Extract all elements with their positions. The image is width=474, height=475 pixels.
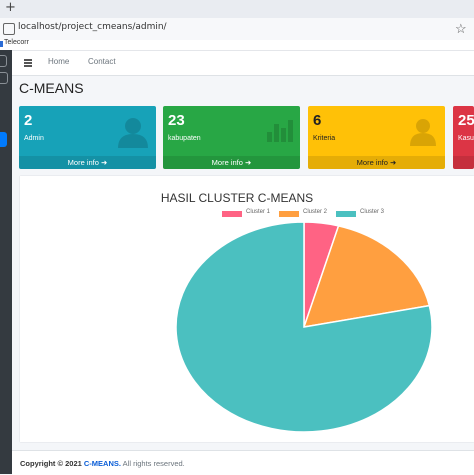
small-box-kabupaten: 23 kabupaten More info ➜ [163, 106, 300, 169]
sidebar-item[interactable] [0, 72, 8, 84]
browser-address-row: localhost/project_cmeans/admin/ ☆ [0, 18, 474, 41]
pie-chart [175, 221, 433, 433]
arrow-circle-right-icon: ➜ [101, 158, 108, 167]
arrow-circle-right-icon: ➜ [245, 158, 252, 167]
more-info-link[interactable]: More info ➜ [163, 156, 300, 169]
new-tab-button[interactable]: + [5, 0, 16, 15]
browser-tab-strip: + [0, 0, 474, 18]
copyright-suffix: All rights reserved. [122, 459, 185, 468]
more-info-link[interactable]: More info ➜ [19, 156, 156, 169]
bookmark-icon [0, 41, 3, 47]
bookmarks-bar: Telecorr [0, 39, 474, 51]
page-info-icon[interactable] [3, 23, 15, 35]
address-bar[interactable]: localhost/project_cmeans/admin/ [0, 21, 167, 37]
pie-slice-cluster-3[interactable] [175, 221, 433, 433]
legend-swatch-cluster-1[interactable] [222, 211, 242, 217]
legend-label-cluster-2[interactable]: Cluster 2 [303, 209, 328, 215]
user-icon [118, 118, 148, 148]
sidebar-item[interactable] [0, 55, 7, 67]
bookmark-item[interactable]: Telecorr [4, 39, 29, 46]
footer-brand-link[interactable]: C-MEANS. [83, 459, 121, 468]
person-icon [410, 119, 436, 146]
more-info-label: More info [67, 158, 99, 167]
small-box-admin: 2 Admin More info ➜ [19, 106, 156, 169]
page-footer: Copyright © 2021 C-MEANS. All rights res… [12, 450, 474, 475]
box-value: 2 [24, 112, 33, 129]
legend-swatch-cluster-3[interactable] [336, 211, 356, 217]
box-value: 6 [313, 112, 322, 129]
sidebar [0, 50, 12, 474]
box-value: 25 [458, 112, 474, 129]
small-box-kriteria: 6 Kriteria More info ➜ [308, 106, 445, 169]
menu-toggle-icon[interactable] [24, 59, 32, 67]
small-box-kasus: 25 Kasu [453, 106, 474, 169]
address-url[interactable]: localhost/project_cmeans/admin/ [18, 22, 167, 32]
more-info-label: More info [211, 158, 243, 167]
more-info-link[interactable]: More info ➜ [308, 156, 445, 169]
sidebar-item-active[interactable] [0, 132, 7, 147]
legend-label-cluster-3[interactable]: Cluster 3 [360, 209, 385, 215]
copyright-prefix: Copyright © 2021 [20, 459, 82, 468]
arrow-circle-right-icon: ➜ [390, 158, 397, 167]
more-info-link[interactable] [453, 156, 474, 169]
top-navbar: Home Contact [12, 51, 474, 76]
legend-swatch-cluster-2[interactable] [279, 211, 299, 217]
copyright-text: Copyright © 2021 C-MEANS. All rights res… [20, 459, 185, 468]
bookmark-star-icon[interactable]: ☆ [455, 21, 467, 36]
pie-slice-cluster-2[interactable] [302, 225, 431, 328]
box-label: kabupaten [168, 135, 201, 142]
page-title: C-MEANS [19, 80, 84, 96]
chart-title: HASIL CLUSTER C-MEANS [160, 191, 314, 205]
legend-label-cluster-1[interactable]: Cluster 1 [246, 209, 271, 215]
nav-link-home[interactable]: Home [48, 57, 70, 66]
box-label: Admin [24, 135, 44, 142]
nav-link-contact[interactable]: Contact [88, 57, 116, 66]
more-info-label: More info [356, 158, 388, 167]
box-label: Kriteria [313, 135, 336, 142]
box-value: 23 [168, 112, 185, 129]
box-label: Kasu [458, 135, 474, 142]
bar-chart-icon [267, 120, 293, 142]
